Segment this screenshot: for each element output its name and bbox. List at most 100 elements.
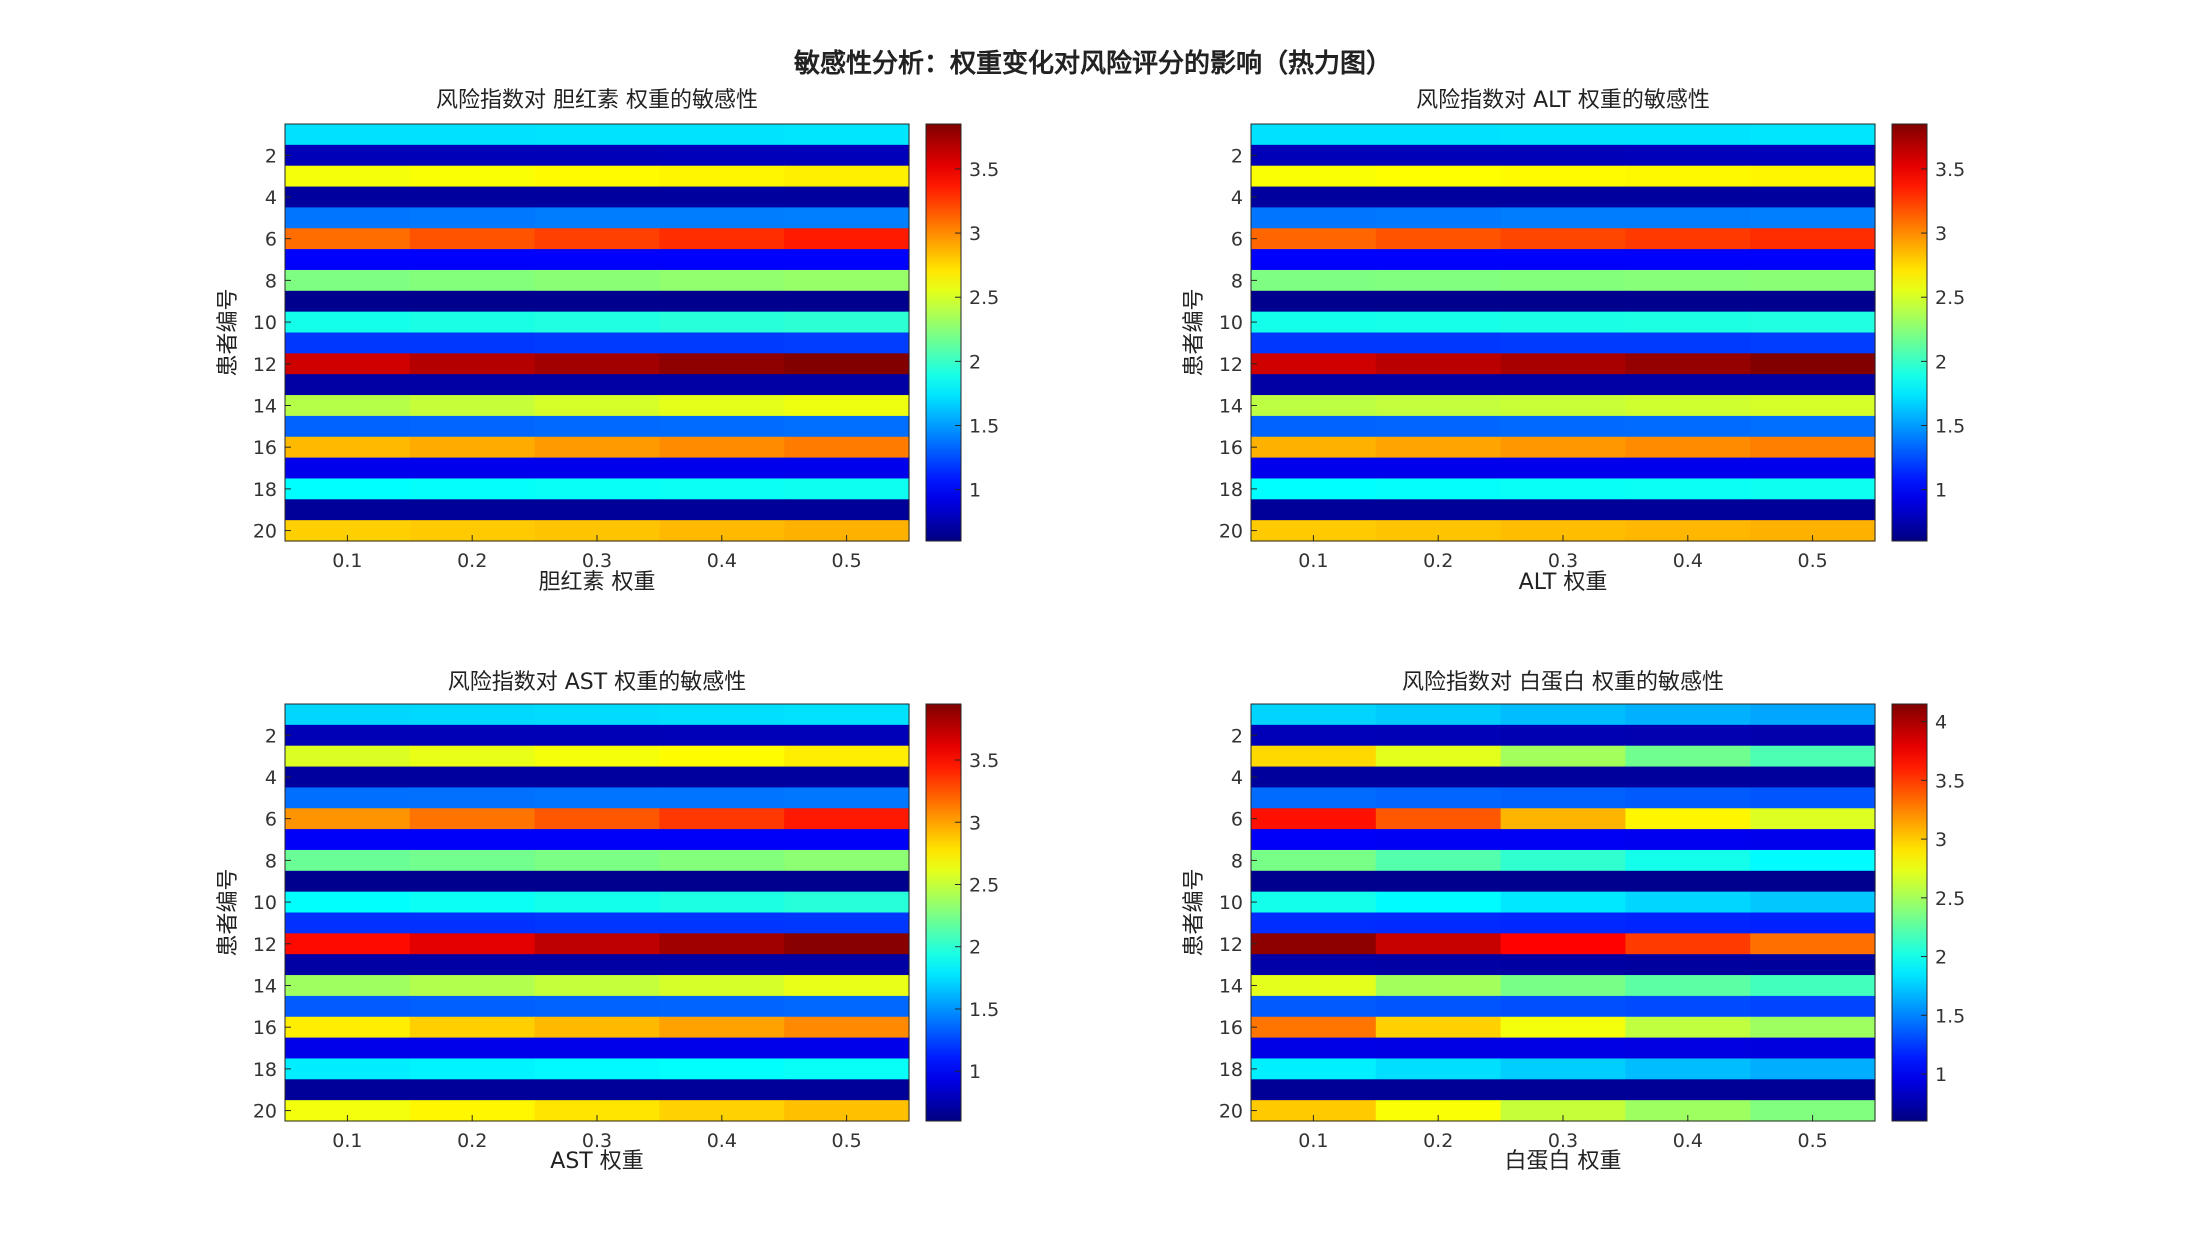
colorbar-tick-label: 1 xyxy=(1935,1064,1947,1086)
heatmap-cell xyxy=(1375,311,1502,334)
heatmap-cell xyxy=(534,870,660,893)
heatmap-cell xyxy=(285,207,411,229)
y-tick-label: 8 xyxy=(1231,270,1243,292)
heatmap-cell xyxy=(1500,269,1626,292)
heatmap-cell xyxy=(1750,849,1876,872)
heatmap-cell xyxy=(409,374,536,396)
heatmap-cell xyxy=(784,269,910,292)
heatmap-cell xyxy=(1625,436,1751,459)
heatmap-cell xyxy=(784,1079,910,1101)
colorbar-tick-label: 3.5 xyxy=(969,750,999,772)
heatmap-cell xyxy=(1500,1079,1626,1101)
colorbar-tick-label: 3 xyxy=(969,223,981,245)
heatmap-cell xyxy=(1375,186,1502,208)
heatmap-cell xyxy=(534,436,660,459)
heatmap-cell xyxy=(409,499,536,521)
heatmap-cell xyxy=(1375,1016,1502,1039)
y-tick-label: 12 xyxy=(1219,934,1243,956)
heatmap-cell xyxy=(409,436,536,459)
heatmap-cell xyxy=(1375,954,1502,976)
heatmap-cell xyxy=(1625,704,1751,726)
heatmap-cell xyxy=(1375,724,1502,747)
heatmap-cell xyxy=(1625,332,1751,354)
heatmap-cell xyxy=(409,478,536,500)
heatmap-cell xyxy=(1625,353,1751,375)
x-tick-label: 0.3 xyxy=(1548,550,1578,572)
heatmap-cell xyxy=(409,520,536,542)
heatmap-cell xyxy=(285,1037,411,1060)
heatmap-cell xyxy=(1251,1100,1377,1122)
y-tick-label: 18 xyxy=(253,1059,277,1081)
heatmap-cell xyxy=(659,144,785,167)
y-tick-label: 20 xyxy=(253,521,277,543)
heatmap-cells xyxy=(285,704,910,1122)
heatmap-cell xyxy=(409,766,536,788)
heatmap-cell xyxy=(1500,1037,1626,1060)
heatmap-cell xyxy=(534,808,660,830)
colorbar-gradient xyxy=(925,123,962,542)
heatmap-cell xyxy=(534,186,660,208)
colorbar-tick-label: 2.5 xyxy=(1935,287,1965,309)
heatmap-cell xyxy=(409,1016,536,1039)
y-tick-label: 12 xyxy=(1219,354,1243,376)
heatmap-cell xyxy=(784,829,910,851)
heatmap-cell xyxy=(784,499,910,521)
heatmap-cell xyxy=(1251,499,1377,521)
y-tick-label: 4 xyxy=(265,767,277,789)
heatmap-cell xyxy=(1500,954,1626,976)
heatmap-cell xyxy=(409,995,536,1018)
heatmap-cell xyxy=(659,269,785,292)
heatmap-cell xyxy=(285,724,411,747)
heatmap-cell xyxy=(1375,290,1502,313)
heatmap-cell xyxy=(285,436,411,459)
heatmap-cell xyxy=(1750,332,1876,354)
heatmap-cell xyxy=(1375,374,1502,396)
heatmap-cell xyxy=(534,745,660,768)
colorbar-tick-label: 2.5 xyxy=(1935,888,1965,910)
heatmap-cell xyxy=(1251,353,1377,375)
heatmap-cell xyxy=(534,353,660,375)
heatmap-cell xyxy=(1750,249,1876,271)
heatmap-cell xyxy=(285,124,411,146)
heatmap-cell xyxy=(1625,808,1751,830)
heatmap-cell xyxy=(1750,124,1876,146)
heatmap-cell xyxy=(784,478,910,500)
colorbar-tick-label: 3 xyxy=(1935,829,1947,851)
heatmap-cell xyxy=(1750,353,1876,375)
heatmap-cell xyxy=(1375,395,1502,417)
heatmap-cell xyxy=(1750,395,1876,417)
x-tick-label: 0.1 xyxy=(332,550,362,572)
heatmap-cell xyxy=(534,249,660,271)
heatmap-cell xyxy=(1500,499,1626,521)
heatmap-cell xyxy=(409,933,536,955)
heatmap-cell xyxy=(1500,478,1626,500)
heatmap-cell xyxy=(285,954,411,976)
heatmap-cell xyxy=(1500,1058,1626,1080)
heatmap-cell xyxy=(1375,228,1502,250)
x-tick-label: 0.2 xyxy=(457,550,487,572)
heatmap-cell xyxy=(1251,374,1377,396)
colorbar-gradient xyxy=(925,703,962,1122)
heatmap-cell xyxy=(659,207,785,229)
heatmap-cell xyxy=(784,249,910,271)
x-tick-label: 0.2 xyxy=(1423,550,1453,572)
y-axis-label: 患者编号 xyxy=(216,288,241,376)
heatmap-cell xyxy=(285,808,411,830)
heatmap-cell xyxy=(1375,207,1502,229)
heatmap-cells xyxy=(285,124,910,542)
heatmap-cell xyxy=(409,1100,536,1122)
heatmap-cell xyxy=(1625,995,1751,1018)
heatmap-cell xyxy=(1500,1016,1626,1039)
y-tick-label: 8 xyxy=(265,850,277,872)
heatmap-cell xyxy=(409,290,536,313)
heatmap-cell xyxy=(409,457,536,480)
heatmap-cell xyxy=(1500,436,1626,459)
heatmap-cell xyxy=(1750,144,1876,167)
heatmap-cell xyxy=(285,1079,411,1101)
heatmap-cell xyxy=(1375,891,1502,914)
heatmap-cell xyxy=(1625,870,1751,893)
heatmap-cell xyxy=(285,745,411,768)
heatmap-cell xyxy=(784,332,910,354)
heatmap-cell xyxy=(784,290,910,313)
